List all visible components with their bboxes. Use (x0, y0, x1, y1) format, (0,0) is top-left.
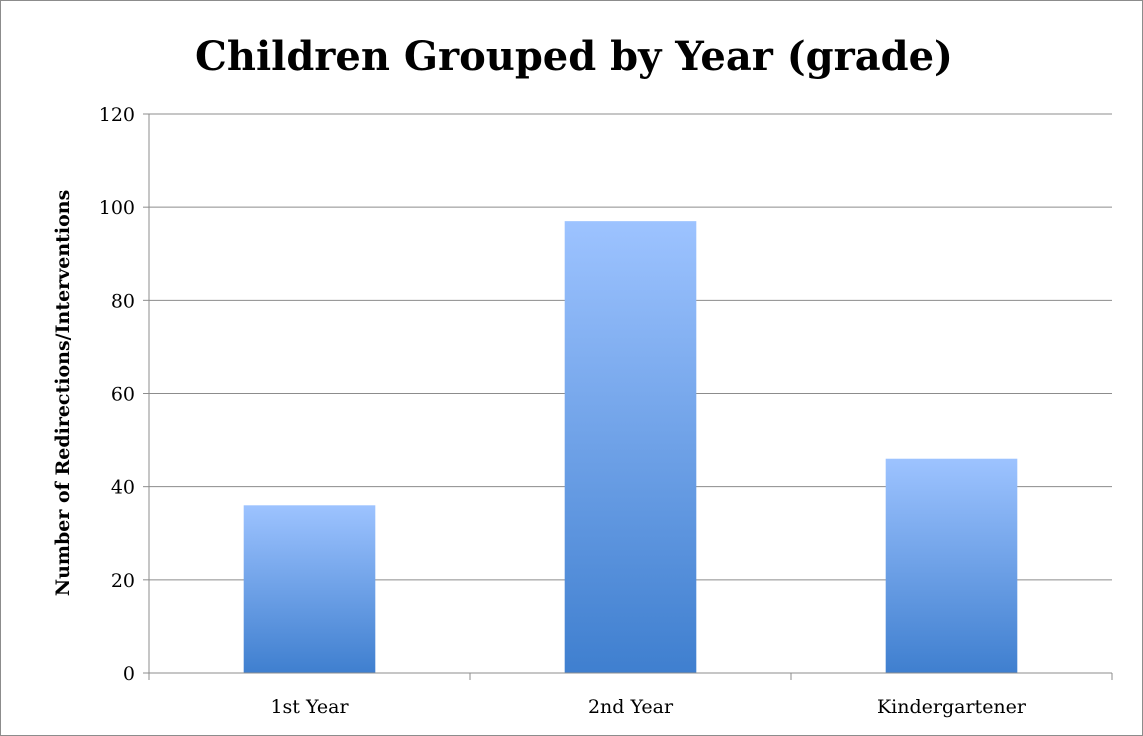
y-tick-label: 120 (99, 104, 135, 126)
y-tick-label: 80 (111, 290, 135, 312)
y-tick-label: 40 (111, 477, 135, 499)
y-axis-label: Number of Redirections/Interventions (52, 190, 74, 597)
bar-1st-year (243, 505, 376, 673)
y-tick-label: 0 (123, 663, 135, 685)
y-tick-label: 60 (111, 384, 135, 406)
chart-title: Children Grouped by Year (grade) (195, 33, 953, 80)
bar-2nd-year (564, 221, 697, 673)
x-tick-label: Kindergartener (877, 696, 1027, 718)
bar-kindergartener (885, 458, 1018, 673)
x-tick-label: 2nd Year (588, 696, 674, 718)
x-tick-label: 1st Year (270, 696, 349, 718)
y-tick-label: 20 (111, 570, 135, 592)
y-tick-label: 100 (99, 197, 135, 219)
bars (243, 221, 1018, 673)
axes: 0 20 40 60 80 100 120 1st Year 2nd Year Kindergar… (99, 104, 1113, 718)
